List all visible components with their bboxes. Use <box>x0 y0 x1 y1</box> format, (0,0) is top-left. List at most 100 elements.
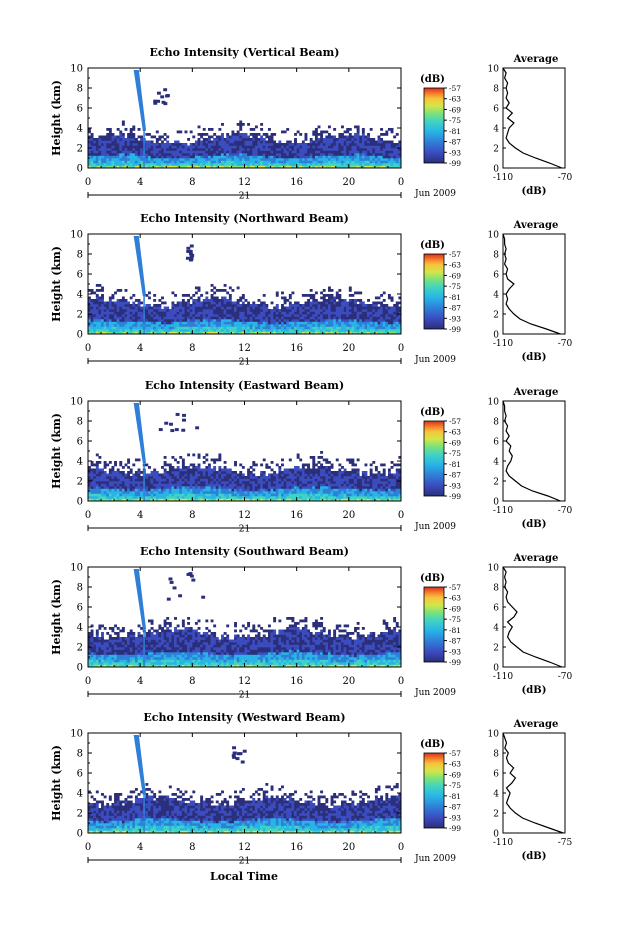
heatmap-cell <box>114 304 117 307</box>
heatmap-cell <box>390 143 394 146</box>
heatmap-cell <box>241 496 245 499</box>
heatmap-cell <box>101 471 104 474</box>
heatmap-cell <box>374 311 378 315</box>
heatmap-cell <box>171 143 175 146</box>
heatmap-cell <box>236 473 240 477</box>
heatmap-cell <box>129 133 133 136</box>
heatmap-cell <box>343 329 347 332</box>
heatmap-cell <box>301 145 305 149</box>
heatmap-cell <box>101 331 104 335</box>
heatmap-cell <box>239 135 243 139</box>
heatmap-cell <box>249 488 253 492</box>
heatmap-cell <box>168 486 172 489</box>
heatmap-cell <box>239 316 243 320</box>
heatmap-cell <box>121 321 125 325</box>
heatmap-cell <box>95 158 99 161</box>
heatmap-cell <box>171 158 175 161</box>
heatmap-cell <box>194 160 198 164</box>
heatmap-cell <box>320 150 324 154</box>
heatmap-cell <box>205 483 209 487</box>
heatmap-cell <box>367 331 370 335</box>
average-y-tick-label: 2 <box>493 311 499 321</box>
heatmap-cell <box>309 148 313 151</box>
heatmap-cell <box>333 155 337 159</box>
heatmap-cell <box>393 319 397 322</box>
heatmap-cell <box>241 486 245 489</box>
heatmap-cell <box>127 143 131 146</box>
heatmap-cell <box>213 329 217 332</box>
heatmap-cell <box>312 163 316 166</box>
heatmap-cell <box>346 138 350 141</box>
heatmap-cell <box>161 301 164 305</box>
heatmap-cell <box>147 158 151 161</box>
heatmap-cell <box>116 299 120 302</box>
heatmap-cell <box>236 138 240 141</box>
heatmap-cell <box>137 158 141 161</box>
heatmap-cell <box>317 461 321 464</box>
heatmap-cell <box>390 158 394 161</box>
heatmap-cell <box>288 140 292 144</box>
heatmap-cell <box>390 309 394 312</box>
heatmap-cell <box>129 491 133 494</box>
heatmap-cell <box>314 150 318 154</box>
heatmap-cell <box>343 476 347 479</box>
heatmap-cell <box>111 326 115 330</box>
heatmap-cell <box>294 316 297 320</box>
heatmap-cell <box>127 301 131 305</box>
heatmap-cell <box>241 304 245 307</box>
heatmap-cell <box>356 326 360 330</box>
heatmap-cell <box>137 306 141 310</box>
heatmap-cell <box>200 481 204 484</box>
heatmap-cell <box>93 481 97 484</box>
heatmap-cell <box>101 314 104 317</box>
average-y-tick-label: 10 <box>488 65 500 75</box>
heatmap-cell <box>168 481 172 484</box>
heatmap-cell <box>395 165 399 169</box>
heatmap-cell <box>320 145 324 149</box>
heatmap-cell <box>213 286 217 290</box>
heatmap-cell <box>98 321 102 325</box>
heatmap-cell <box>202 326 206 330</box>
heatmap-cell <box>322 321 326 325</box>
heatmap-cell <box>134 140 138 144</box>
heatmap-cell <box>249 155 253 159</box>
heatmap-cell <box>163 138 167 141</box>
heatmap-cell <box>395 160 399 164</box>
heatmap-cell <box>338 155 342 159</box>
heatmap-cell <box>372 165 376 169</box>
heatmap-cell <box>108 473 112 477</box>
heatmap-cell <box>330 304 334 307</box>
heatmap-cell <box>390 326 394 330</box>
heatmap-cell <box>155 155 159 159</box>
heatmap-cell <box>275 463 279 467</box>
heatmap-cell <box>314 291 318 295</box>
heatmap-cell <box>210 488 214 492</box>
heatmap-cell <box>132 488 136 492</box>
heatmap-cell <box>187 155 191 159</box>
heatmap-cell <box>270 493 274 497</box>
heatmap-cell <box>221 143 224 146</box>
heatmap-cell <box>257 148 261 151</box>
heatmap-cell <box>262 158 266 161</box>
heatmap-cell <box>192 326 196 330</box>
heatmap-cell <box>265 329 269 332</box>
heatmap-cell <box>210 165 214 169</box>
heatmap-cell <box>106 481 110 484</box>
heatmap-cell <box>273 155 277 159</box>
heatmap-cell <box>335 296 339 300</box>
upper-echo-cell <box>156 99 161 103</box>
heatmap-cell <box>179 314 183 317</box>
heatmap-cell <box>312 488 316 492</box>
heatmap-cell <box>140 140 144 144</box>
heatmap-cell <box>314 486 318 489</box>
heatmap-cell <box>317 306 321 310</box>
heatmap-cell <box>202 155 206 159</box>
heatmap-cell <box>249 483 253 487</box>
heatmap-cell <box>234 148 237 151</box>
heatmap-cell <box>364 463 368 467</box>
heatmap-cell <box>294 150 297 154</box>
heatmap-cell <box>244 491 248 494</box>
average-y-tick-label: 4 <box>493 125 499 135</box>
heatmap-cell <box>124 483 128 487</box>
heatmap-cell <box>207 463 211 467</box>
